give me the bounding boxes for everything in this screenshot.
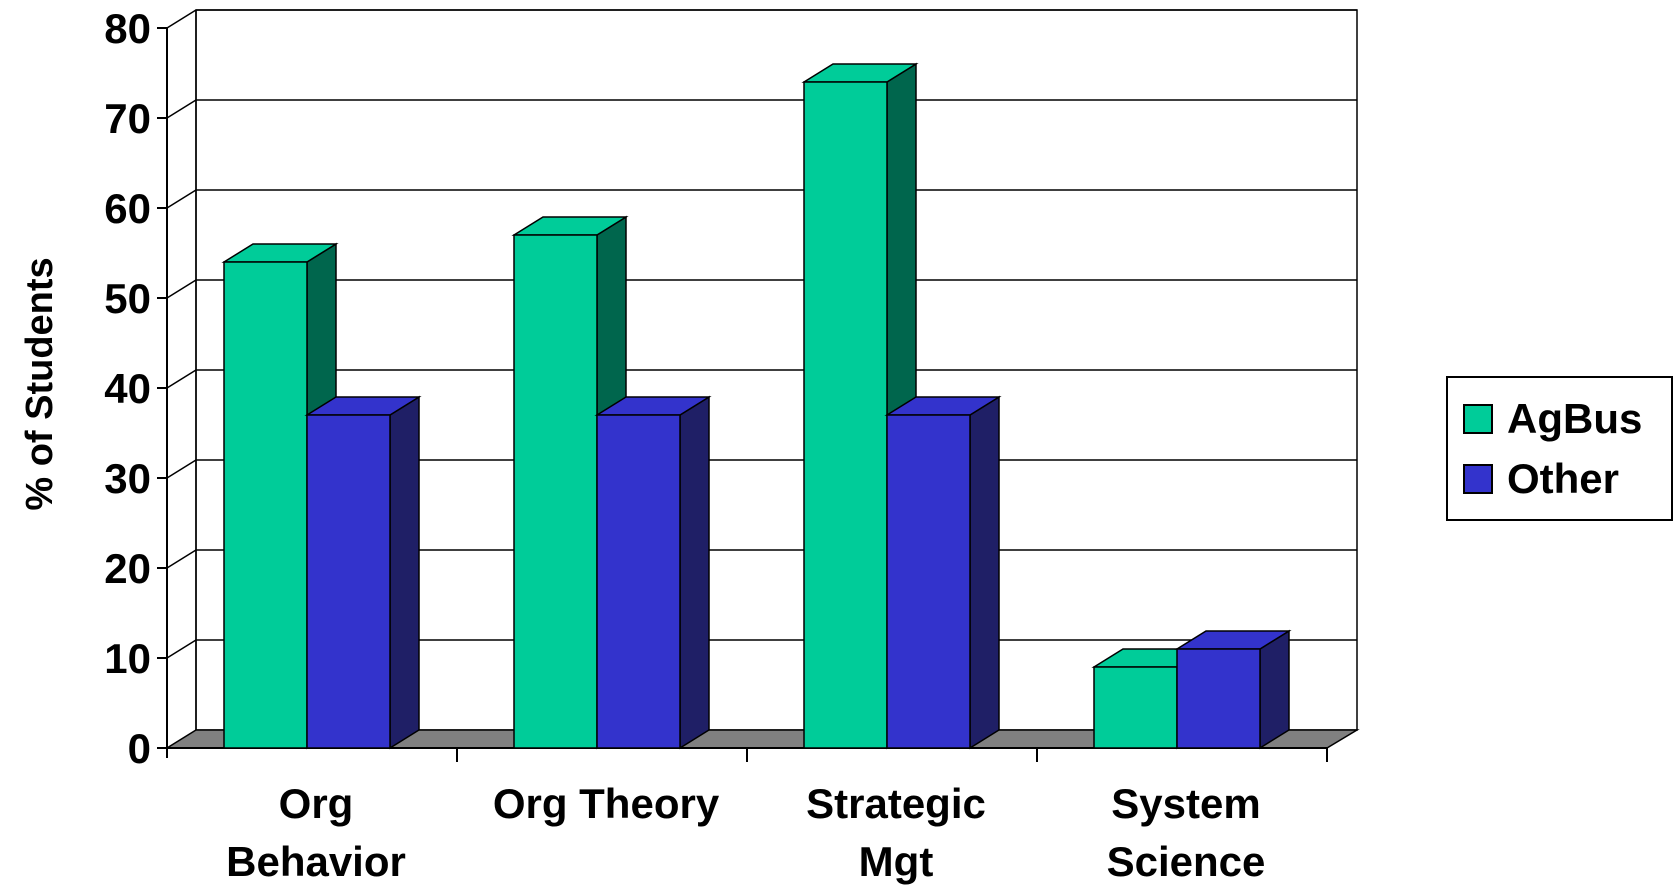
y-tick-label: 70 xyxy=(104,95,151,142)
y-axis-label: % of Students xyxy=(19,257,61,510)
bar-other xyxy=(1174,629,1292,750)
legend-box xyxy=(1446,376,1673,521)
gridline-side xyxy=(166,99,197,119)
y-tick-label: 30 xyxy=(104,455,151,502)
bar-other xyxy=(884,395,1002,750)
x-tick-label: Org xyxy=(279,780,354,827)
y-tick-label: 0 xyxy=(128,725,151,772)
y-tick-label: 40 xyxy=(104,365,151,412)
gridline-side xyxy=(166,459,197,479)
gridline-side xyxy=(166,189,197,209)
x-tick-label: Org Theory xyxy=(493,780,720,827)
y-tick-label: 10 xyxy=(104,635,151,682)
x-tick-label: Science xyxy=(1107,838,1266,885)
legend-swatch xyxy=(1463,464,1493,494)
x-tick-label: System xyxy=(1111,780,1260,827)
bar-other xyxy=(594,395,712,750)
y-tick-label: 60 xyxy=(104,185,151,232)
y-tick-label: 20 xyxy=(104,545,151,592)
x-tick-label: Behavior xyxy=(226,838,406,885)
axis-labels: 0 10 20 30 40 50 60 70 80 Org Behavior Org Theory St… xyxy=(104,5,1265,885)
y-tick-label: 50 xyxy=(104,275,151,322)
gridline-side xyxy=(166,639,197,659)
gridline-side xyxy=(166,279,197,299)
x-tick-label: Strategic xyxy=(806,780,986,827)
legend-label: AgBus xyxy=(1507,395,1642,442)
bars xyxy=(221,62,1292,750)
legend-label: Other xyxy=(1507,455,1619,502)
legend-swatch xyxy=(1463,404,1493,434)
x-tick-label: Mgt xyxy=(859,838,934,885)
bar-other xyxy=(304,395,422,750)
gridline-side xyxy=(166,9,197,29)
gridline-side xyxy=(166,549,197,569)
legend: AgBus Other xyxy=(1446,376,1673,521)
gridline-side xyxy=(166,369,197,389)
y-tick-label: 80 xyxy=(104,5,151,52)
